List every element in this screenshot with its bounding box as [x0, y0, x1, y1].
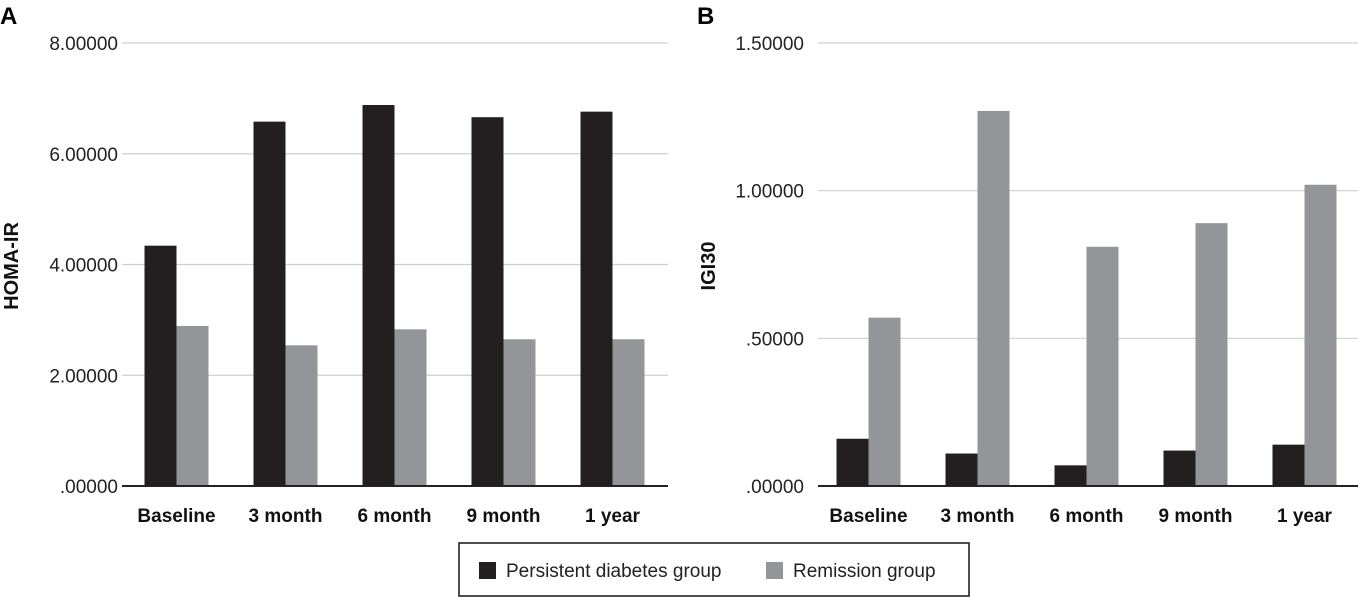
panel-a-bar-remission	[503, 339, 536, 486]
panel-a-bar-persistent	[471, 117, 504, 486]
panel-b-bar-remission	[1304, 184, 1337, 486]
panel-a-y-tick-label: 2.00000	[49, 366, 118, 387]
panel-b-bar-persistent	[1272, 444, 1305, 486]
panel-b-bar-remission	[868, 317, 901, 486]
panel-a-y-axis-title: HOMA-IR	[1, 222, 23, 310]
panel-a-category-label: 3 month	[249, 506, 323, 527]
panel-a-y-tick-label: 8.00000	[49, 34, 118, 55]
panel-b-bar-persistent	[1163, 450, 1196, 486]
panel-b-bar-persistent	[836, 438, 869, 486]
panel-a-y-tick-labels: .00000 2.00000 4.00000 6.00000 8.00000	[49, 34, 118, 498]
panel-a-bar-persistent	[580, 111, 613, 486]
panel-b-bar-remission	[977, 110, 1010, 486]
panel-b-bar-persistent	[945, 453, 978, 486]
panel-a-bar-remission	[612, 339, 645, 486]
panel-b-category-label: 3 month	[941, 506, 1015, 527]
panel-a-bar-remission	[176, 325, 209, 486]
panel-a-bar-remission	[394, 329, 427, 486]
panel-a-y-tick-label: 6.00000	[49, 145, 118, 166]
panel-a-bar-persistent	[362, 105, 395, 487]
panel-a: A .00000 2.00000 4.00000 6.00000 8.00000 Bas…	[0, 3, 668, 527]
panel-a-letter: A	[0, 3, 17, 30]
panel-a-category-label: Baseline	[137, 506, 215, 527]
panel-b-y-tick-label: .50000	[746, 329, 804, 350]
panel-b-bar-remission	[1195, 223, 1228, 487]
panel-b-bar-persistent	[1054, 465, 1087, 486]
legend-frame	[458, 542, 970, 597]
panel-a-bar-persistent	[144, 245, 177, 486]
panel-b-y-tick-label: .00000	[746, 477, 804, 498]
panel-a-y-tick-label: 4.00000	[49, 256, 118, 277]
panel-b-y-tick-labels: .00000 .50000 1.00000 1.50000	[735, 34, 804, 498]
panel-b-letter: B	[697, 3, 714, 30]
panel-b-bar-remission	[1086, 246, 1119, 486]
legend-label-remission: Remission group	[793, 561, 936, 582]
panel-a-y-tick-label: .00000	[60, 477, 118, 498]
panel-a-bar-remission	[285, 345, 318, 486]
panel-b-bars	[836, 110, 1337, 487]
panel-b-category-label: Baseline	[829, 506, 907, 527]
panel-b-category-labels: Baseline 3 month 6 month 9 month 1 year	[829, 506, 1332, 527]
panel-b-y-tick-label: 1.50000	[735, 34, 804, 55]
legend: Persistent diabetes group Remission grou…	[458, 542, 970, 597]
panel-b-y-tick-label: 1.00000	[735, 182, 804, 203]
panel-b-category-label: 1 year	[1277, 506, 1333, 527]
panel-a-category-labels: Baseline 3 month 6 month 9 month 1 year	[137, 506, 640, 527]
legend-swatch-persistent	[479, 562, 496, 579]
legend-swatch-remission	[766, 562, 783, 579]
panel-a-bar-persistent	[253, 121, 286, 486]
panel-b: B .00000 .50000 1.00000 1.50000 Baseline 3 m…	[697, 3, 1358, 527]
panel-a-category-label: 6 month	[358, 506, 432, 527]
panel-a-category-label: 9 month	[467, 506, 541, 527]
panel-b-y-axis-title: IGI30	[698, 242, 720, 291]
panel-b-category-label: 9 month	[1159, 506, 1233, 527]
panel-a-bars	[144, 105, 645, 487]
legend-label-persistent: Persistent diabetes group	[506, 561, 721, 582]
panel-a-category-label: 1 year	[585, 506, 641, 527]
panel-b-category-label: 6 month	[1050, 506, 1124, 527]
